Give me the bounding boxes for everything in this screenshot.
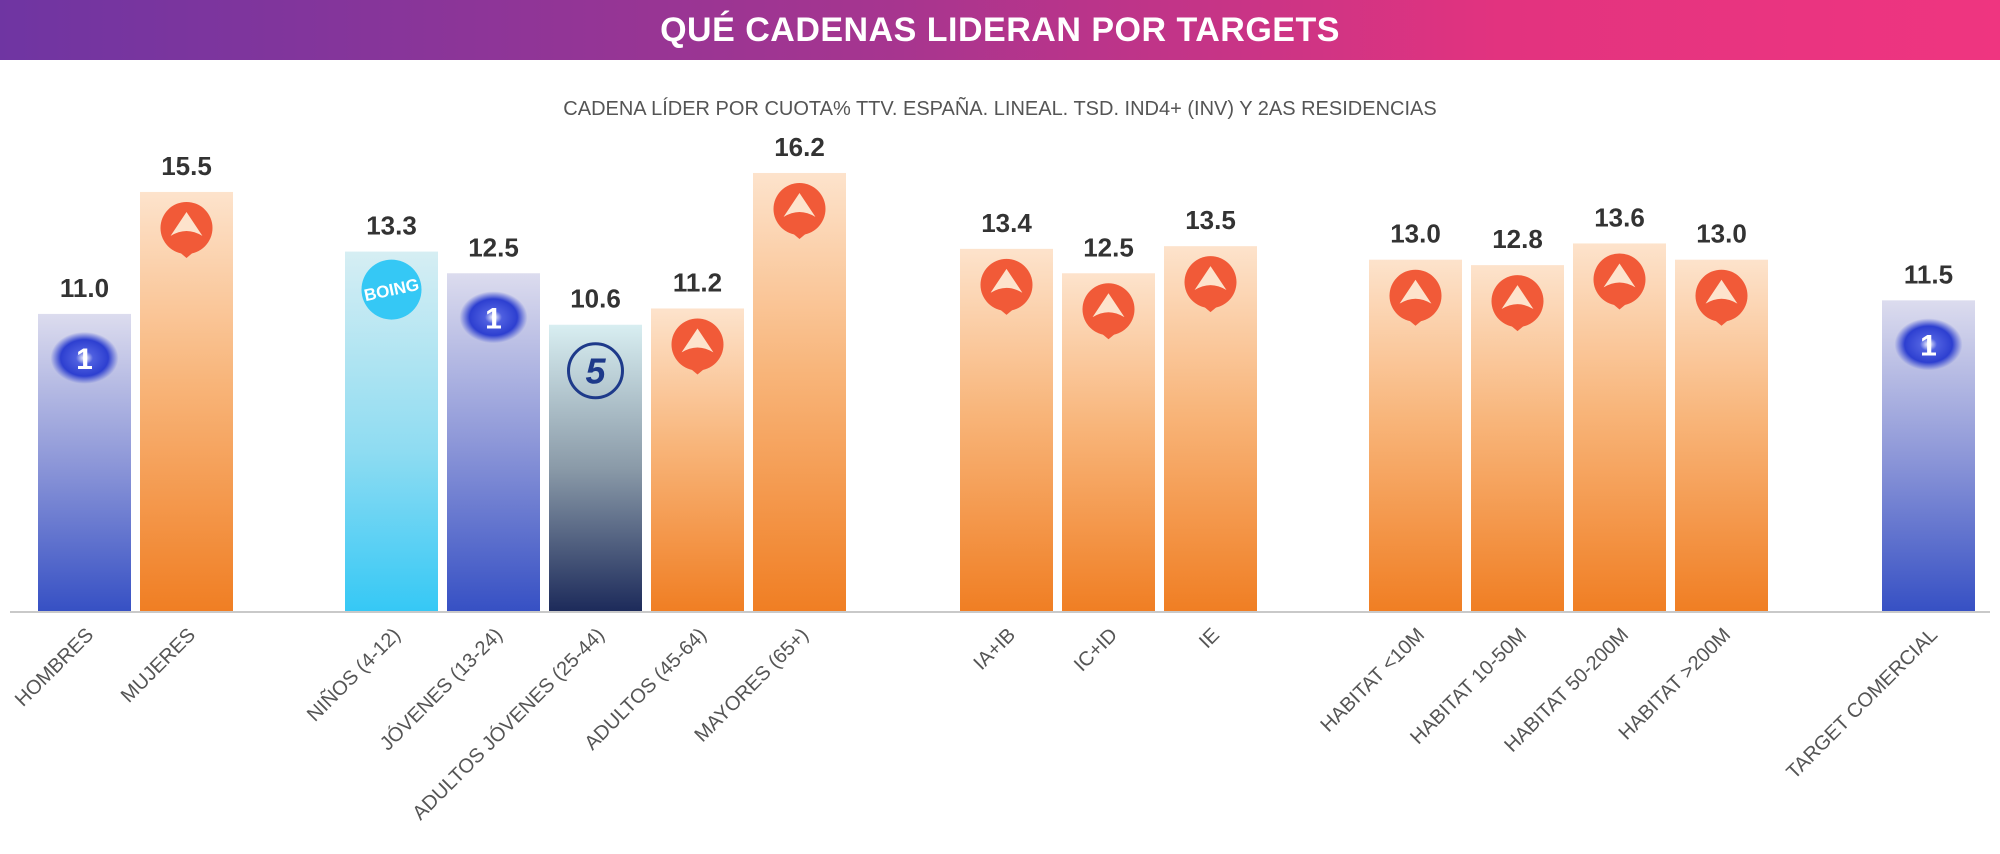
la1-logo-icon: 1 [50,331,119,384]
value-label: 12.5 [1083,232,1134,262]
la1-logo-number: 1 [1920,329,1937,362]
antena3-logo-tip [1697,301,1746,326]
value-label: 12.8 [1492,224,1543,254]
antena3-logo-arc [783,192,816,217]
antena3-logo-tip [1493,307,1542,332]
antena3-logo-icon [671,318,724,375]
antena3-logo-icon [773,182,826,239]
la1-logo-number: 1 [76,343,93,376]
antena3-logo-icon [1491,275,1544,332]
antena3-logo-tip [162,233,211,258]
value-label: 16.2 [774,132,825,162]
antena3-logo-tip [982,290,1031,315]
la1-logo-icon: 1 [459,291,528,344]
antena3-logo-arc [1603,263,1636,288]
la1-logo-glow [459,291,528,344]
la1-logo-number: 1 [485,302,502,335]
antena3-logo-arc [1194,266,1227,291]
value-label: 12.5 [468,232,519,262]
category-label: HABITAT <10M [1316,624,1429,737]
antena3-logo-tip [1084,315,1133,340]
antena3-logo-arc [1092,293,1125,318]
antena3-logo-icon [980,258,1033,315]
value-label: 13.0 [1696,219,1747,249]
antena3-logo-tip [775,214,824,239]
antena3-logo-icon [1695,269,1748,326]
category-label: NIÑOS (4-12) [302,623,405,726]
antena3-logo-arc [1399,279,1432,304]
value-label: 11.5 [1904,259,1953,289]
telecinco-logo-ring [567,342,624,400]
bar [753,172,846,613]
category-label: MUJERES [117,624,200,707]
category-label: TARGET COMERCIAL [1782,624,1942,784]
value-label: 11.2 [673,267,722,297]
category-label: HABITAT >200M [1615,624,1735,744]
la1-logo-icon: 1 [1894,318,1963,371]
category-label: IA+IB [969,624,1020,675]
boing-logo-disc [361,259,422,320]
value-label: 10.6 [570,284,621,314]
antena3-logo-icon [1184,256,1237,313]
antena3-logo-arc [681,328,714,353]
boing-logo-icon: BOING [361,259,422,320]
category-label: ADULTOS JÓVENES (25-44) [408,623,609,824]
value-label: 13.6 [1594,202,1645,232]
antena3-logo-arc [990,268,1023,293]
value-label: 15.5 [161,151,212,181]
antena3-logo-icon [160,201,213,258]
antena3-logo-arc [1501,285,1534,310]
antena3-logo-tip [673,350,722,375]
category-label: HOMBRES [11,624,98,711]
category-label: MAYORES (65+) [690,624,813,747]
category-label: IC+ID [1070,624,1122,676]
value-label: 11.0 [60,273,109,303]
value-label: 13.5 [1185,205,1236,235]
bar [140,191,233,612]
antena3-logo-tip [1595,285,1644,310]
telecinco-logo-number: 5 [585,351,606,392]
antena3-logo-icon [1082,283,1135,340]
chart-subtitle: CADENA LÍDER POR CUOTA% TTV. ESPAÑA. LIN… [563,98,1437,120]
page-title: QUÉ CADENAS LIDERAN POR TARGETS [660,10,1340,49]
value-label: 13.0 [1390,219,1441,249]
value-label: 13.3 [366,211,417,241]
antena3-logo-tip [1391,301,1440,326]
antena3-logo-tip [1186,288,1235,313]
la1-logo-glow [1894,318,1963,371]
telecinco-logo-icon: 5 [567,342,624,400]
title-banner: QUÉ CADENAS LIDERAN POR TARGETS [0,0,2000,60]
antena3-logo-arc [1705,279,1738,304]
antena3-logo-icon [1389,269,1442,326]
bar [549,324,642,612]
la1-logo-glow [50,331,119,384]
value-label: 13.4 [981,208,1032,238]
antena3-logo-arc [170,211,203,236]
antena3-logo-icon [1593,253,1646,310]
category-label: IE [1195,624,1224,653]
